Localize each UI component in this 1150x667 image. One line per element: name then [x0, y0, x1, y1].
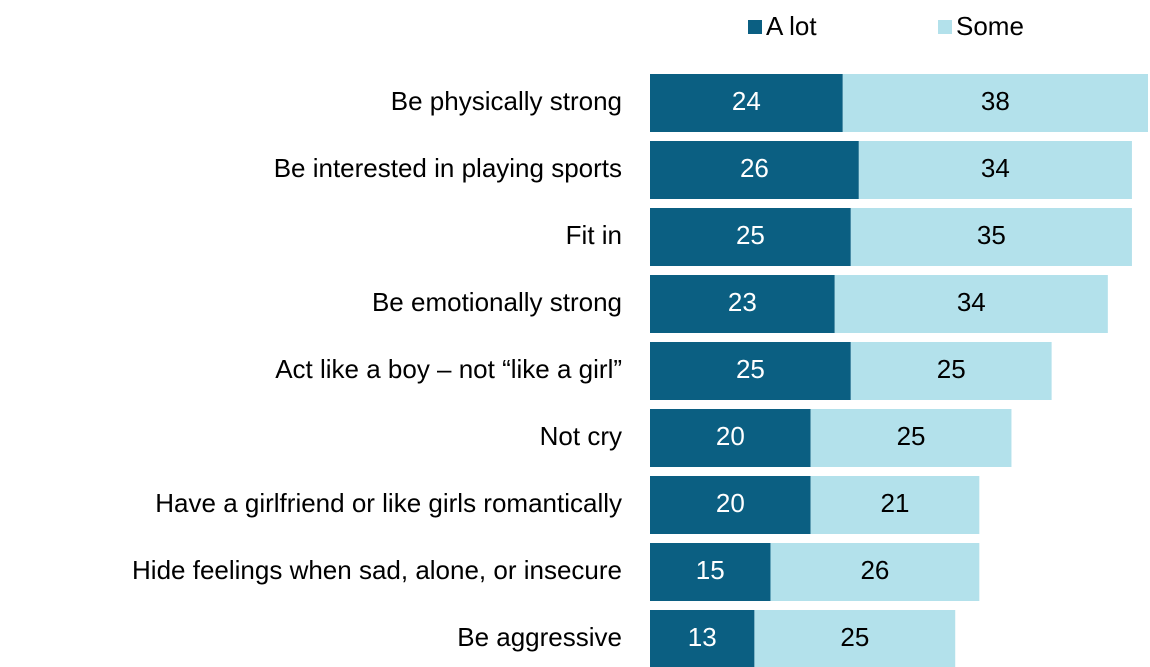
- value-label: 34: [957, 287, 986, 317]
- value-label: 23: [728, 287, 757, 317]
- category-label: Hide feelings when sad, alone, or insecu…: [132, 555, 622, 585]
- bar-segment: [650, 275, 835, 333]
- bar-segment: [858, 141, 1132, 199]
- value-label: 26: [740, 153, 769, 183]
- value-label: 13: [688, 622, 717, 652]
- bar-segment: [842, 74, 1148, 132]
- value-label: 20: [716, 421, 745, 451]
- bar-segment: [650, 409, 811, 467]
- bar-segment: [650, 208, 851, 266]
- bar-segment: [650, 610, 755, 667]
- value-label: 21: [881, 488, 910, 518]
- value-label: 35: [977, 220, 1006, 250]
- legend-swatch: [748, 20, 762, 34]
- bar-segment: [770, 543, 980, 601]
- bar-segment: [650, 476, 811, 534]
- category-label: Be interested in playing sports: [274, 153, 622, 183]
- value-label: 25: [937, 354, 966, 384]
- bar-segment: [650, 74, 843, 132]
- value-label: 38: [981, 86, 1010, 116]
- bar-segment: [754, 610, 956, 667]
- value-label: 15: [696, 555, 725, 585]
- value-label: 25: [736, 220, 765, 250]
- bar-segment: [650, 543, 771, 601]
- category-label: Have a girlfriend or like girls romantic…: [155, 488, 622, 518]
- category-label: Be physically strong: [391, 86, 622, 116]
- bar-segment: [850, 342, 1052, 400]
- bar-segment: [650, 141, 859, 199]
- bar-segment: [834, 275, 1108, 333]
- value-label: 34: [981, 153, 1010, 183]
- bar-segment: [810, 476, 980, 534]
- value-label: 20: [716, 488, 745, 518]
- category-label: Be aggressive: [457, 622, 622, 652]
- legend-label: Some: [956, 11, 1024, 41]
- legend-swatch: [938, 20, 952, 34]
- category-label: Not cry: [540, 421, 622, 451]
- category-label: Be emotionally strong: [372, 287, 622, 317]
- value-label: 25: [840, 622, 869, 652]
- bar-segment: [810, 409, 1012, 467]
- category-label: Act like a boy – not “like a girl”: [275, 354, 622, 384]
- bar-segment: [850, 208, 1132, 266]
- category-label: Fit in: [566, 220, 622, 250]
- value-label: 24: [732, 86, 761, 116]
- legend-label: A lot: [766, 11, 817, 41]
- value-label: 25: [736, 354, 765, 384]
- value-label: 25: [897, 421, 926, 451]
- value-label: 26: [860, 555, 889, 585]
- bar-segment: [650, 342, 851, 400]
